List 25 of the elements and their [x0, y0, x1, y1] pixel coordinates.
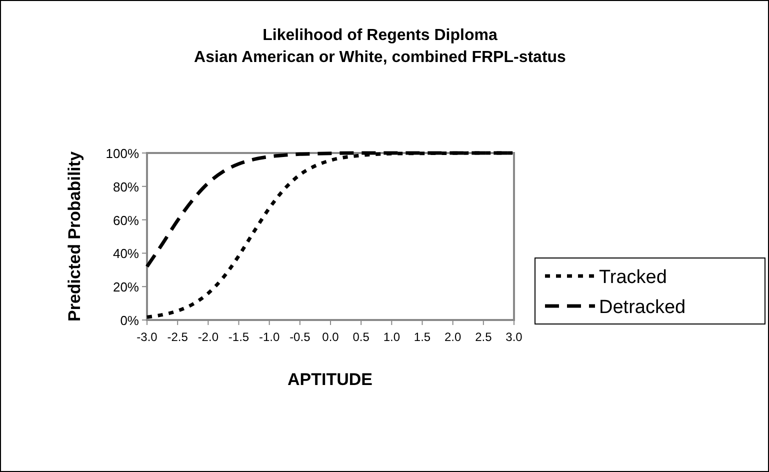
x-tick-label: -2.0: [198, 330, 219, 344]
chart-subtitle: Asian American or White, combined FRPL-status: [194, 49, 566, 66]
y-tick-label: 60%: [112, 212, 140, 228]
chart-title: Likelihood of Regents Diploma: [262, 27, 498, 44]
y-tick-label: 0%: [120, 313, 140, 328]
x-tick-label: -1.0: [258, 330, 280, 344]
x-tick-label: 1.5: [414, 330, 431, 344]
x-tick-label: -1.5: [228, 330, 250, 344]
x-tick-label: 2.0: [444, 330, 462, 344]
y-tick-label: 80%: [112, 179, 140, 194]
x-tick-label: 1.0: [383, 330, 400, 344]
y-tick-label: 40%: [112, 246, 140, 262]
y-tick-label: 100%: [106, 146, 140, 161]
x-axis-title: APTITUDE: [288, 370, 372, 389]
legend-label: Detracked: [599, 297, 686, 318]
x-tick-label: -0.5: [290, 330, 311, 344]
legend-label: Tracked: [599, 267, 667, 288]
x-tick-label: 0.0: [322, 330, 340, 344]
y-tick-label: 20%: [112, 280, 140, 295]
y-axis-title: Predicted Probability: [65, 150, 84, 322]
x-tick-label: 2.5: [475, 330, 492, 344]
x-tick-label: 0.5: [352, 330, 370, 344]
x-tick-label: 3.0: [506, 330, 523, 344]
x-tick-label: -2.5: [167, 330, 188, 344]
x-tick-label: -3.0: [136, 330, 158, 344]
